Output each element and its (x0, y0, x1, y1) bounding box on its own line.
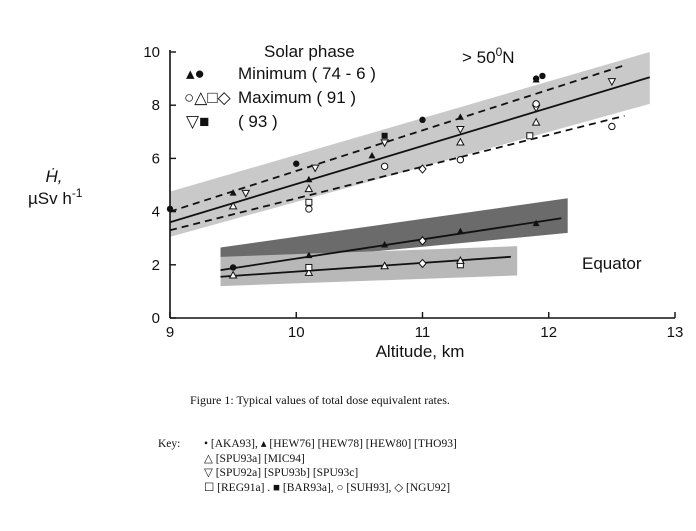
y-tick-label: 10 (143, 44, 160, 61)
data-point-21 (305, 205, 313, 213)
data-point-35 (532, 219, 540, 227)
x-tick-label: 10 (288, 324, 305, 341)
data-point-6 (229, 189, 237, 196)
y-tick-label: 2 (152, 257, 160, 274)
data-point-3 (419, 116, 426, 124)
data-point-12 (304, 184, 314, 193)
x-tick-label: 12 (540, 324, 557, 341)
data-point-8 (368, 151, 376, 159)
data-point-29 (418, 164, 427, 174)
data-point-26 (305, 198, 313, 206)
x-tick-label: 9 (166, 324, 174, 341)
key-line-4: ☐ [REG91a] . ■ [BAR93a], ○ [SUH93], ◇ [N… (204, 481, 451, 494)
y-tick-label: 0 (152, 310, 160, 327)
legend-symbols-93: ▽■ (186, 112, 209, 131)
legend-symbols-minimum: ▴● (186, 64, 205, 83)
annotation-high-latitude-unit: N (502, 48, 514, 67)
key-line-3: ▽ [SPU92a] [SPU93b] [SPU93c] (204, 467, 359, 479)
legend-label-minimum: Minimum ( 74 - 6 ) (238, 64, 376, 83)
data-point-40 (380, 261, 389, 270)
band-equator-upper (220, 198, 568, 267)
data-point-20 (607, 78, 617, 87)
legend-symbols-maximum: ○△□◇ (184, 88, 232, 107)
x-tick-label: 13 (667, 324, 684, 341)
data-point-38 (304, 267, 314, 276)
data-point-41 (418, 258, 427, 269)
fit-line-1 (169, 76, 651, 224)
dose-rate-chart: 9 10 11 12 13 0 2 4 6 8 10 Altitude, km Ḣ, µSv h-1… (28, 42, 683, 361)
x-axis-label: Altitude, km (376, 342, 465, 361)
legend-label-maximum: Maximum ( 91 ) (238, 88, 356, 107)
data-point-13 (456, 137, 465, 146)
fit-lines (169, 64, 651, 278)
data-point-30 (229, 264, 237, 271)
key-line-1: • [AKA93], ▴ [HEW76] [HEW78] [HEW80] [TH… (204, 438, 457, 450)
data-point-36 (418, 236, 427, 246)
annotation-high-latitude-value: > 50 (462, 48, 496, 67)
fit-line-3 (169, 114, 625, 232)
data-point-10 (532, 76, 540, 83)
annotation-equator: Equator (582, 254, 642, 273)
y-tick-label: 6 (152, 150, 160, 167)
data-point-39 (305, 263, 313, 271)
y-axis-unit: µSv h (28, 189, 72, 208)
axes (169, 50, 676, 319)
data-point-17 (380, 139, 389, 148)
data-point-31 (305, 251, 313, 259)
fit-line-2 (169, 64, 625, 213)
figure-caption: Figure 1: Typical values of total dose e… (190, 393, 450, 407)
data-point-23 (456, 156, 465, 164)
data-point-9 (456, 113, 464, 120)
data-point-32 (381, 241, 389, 248)
data-point-16 (310, 164, 320, 173)
band-high-latitude (170, 52, 650, 237)
x-tick-label: 11 (415, 324, 431, 341)
tick-labels: 9 10 11 12 13 0 2 4 6 8 10 (143, 44, 683, 341)
data-point-28 (381, 132, 388, 139)
data-point-25 (608, 122, 616, 131)
y-tick-label: 4 (152, 204, 160, 221)
data-point-11 (228, 201, 238, 210)
data-points (166, 72, 617, 279)
y-axis-unit-exponent: -1 (72, 186, 83, 200)
data-point-7 (305, 175, 313, 183)
legend-title: Solar phase (264, 42, 355, 61)
data-point-15 (241, 189, 251, 198)
y-axis-label-line2: µSv h-1 (28, 186, 83, 208)
fit-line-4 (220, 217, 562, 272)
legend: Solar phase ▴● Minimum ( 74 - 6 ) ○△□◇ M… (184, 42, 376, 131)
data-point-34 (456, 227, 464, 235)
annotation-high-latitude: > 500N (462, 45, 515, 67)
data-point-43 (456, 255, 465, 264)
key-lines: • [AKA93], ▴ [HEW76] [HEW78] [HEW80] [TH… (204, 437, 457, 495)
data-point-24 (532, 100, 540, 108)
data-point-5 (539, 72, 546, 80)
data-point-18 (456, 126, 465, 134)
data-point-37 (228, 270, 238, 279)
y-axis-label-line1: Ḣ, (46, 167, 63, 186)
data-point-22 (380, 162, 389, 171)
key-line-2: △ [SPU93a] [MIC94] (204, 452, 305, 465)
legend-label-93: ( 93 ) (238, 112, 278, 131)
data-point-2 (293, 160, 300, 167)
key-title: Key: (158, 438, 181, 450)
data-point-27 (526, 132, 534, 140)
y-tick-label: 8 (152, 97, 160, 114)
annotation-high-latitude-degree: 0 (496, 45, 503, 59)
data-point-14 (531, 117, 541, 126)
